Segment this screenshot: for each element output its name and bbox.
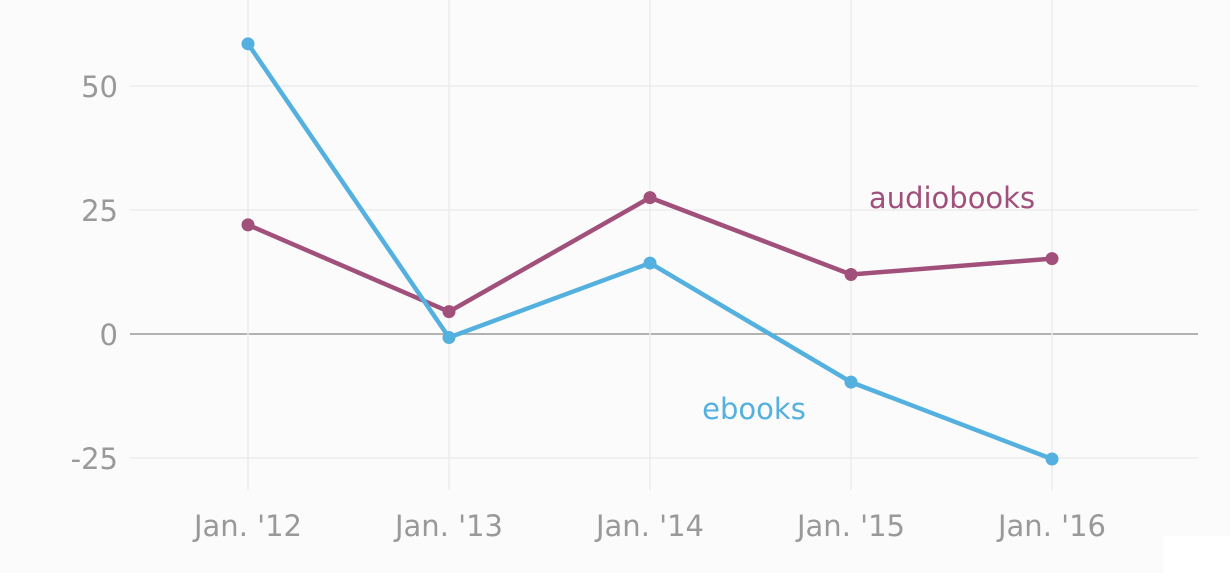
ebooks-point <box>241 37 255 51</box>
x-tick-label: Jan. '14 <box>594 509 704 543</box>
x-tick-label: Jan. '15 <box>795 509 905 543</box>
ebooks-series-label: ebooks <box>702 392 806 426</box>
x-tick-label: Jan. '12 <box>192 509 302 543</box>
audiobooks-point <box>442 305 456 319</box>
y-tick-label: 50 <box>81 70 118 104</box>
ebooks-point <box>844 375 858 389</box>
audiobooks-point <box>241 218 255 232</box>
audiobooks-series-label: audiobooks <box>869 181 1035 215</box>
audiobooks-point <box>1045 252 1059 266</box>
ebooks-point <box>1045 452 1059 466</box>
x-tick-label: Jan. '13 <box>393 509 503 543</box>
corner-box <box>1163 536 1230 573</box>
y-tick-label: 0 <box>100 318 118 352</box>
y-tick-label: -25 <box>71 442 118 476</box>
audiobooks-point <box>844 267 858 281</box>
y-tick-label: 25 <box>81 194 118 228</box>
audiobooks-point <box>643 191 657 205</box>
ebooks-point <box>643 256 657 270</box>
ebooks-point <box>442 330 456 344</box>
x-tick-label: Jan. '16 <box>996 509 1106 543</box>
